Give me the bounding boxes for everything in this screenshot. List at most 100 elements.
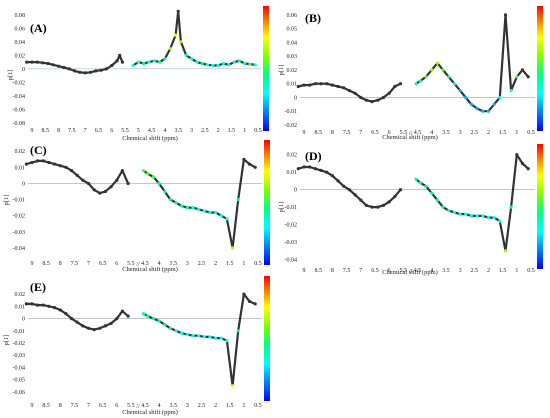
y-tick-label: -0.02 (285, 123, 298, 129)
data-point (503, 13, 508, 17)
data-point (475, 214, 479, 218)
x-tick-label: 6.5 (95, 128, 103, 134)
data-point (430, 191, 434, 195)
x-tick-label: 9 (303, 130, 306, 136)
x-tick-label: 0.5 (527, 130, 535, 136)
data-point (211, 63, 215, 68)
x-tick-label: 2 (214, 403, 217, 409)
x-tick-label: 3.5 (442, 268, 450, 274)
y-tick-label: 0.01 (287, 170, 298, 176)
data-point (308, 165, 312, 169)
data-point (88, 70, 93, 74)
y-tick-label: -0.02 (13, 214, 26, 220)
data-point (191, 206, 195, 210)
data-point (435, 198, 439, 202)
x-axis-label: Chemical shift (ppm) (382, 269, 438, 276)
data-point (475, 106, 479, 111)
data-point (72, 69, 77, 73)
x-tick-label: 6 (115, 261, 118, 267)
data-point (219, 214, 223, 218)
data-point (376, 205, 380, 209)
data-point (168, 326, 172, 330)
x-tick-label: 7 (84, 128, 87, 134)
data-point (180, 204, 184, 208)
data-point (342, 86, 346, 90)
data-point (115, 178, 119, 182)
data-point (174, 33, 178, 37)
data-point (492, 216, 496, 220)
x-tick-label: 1.5 (499, 130, 507, 136)
data-point (70, 169, 74, 173)
x-tick-label: 3 (186, 403, 189, 409)
data-point (174, 329, 178, 333)
y-axis-label: p[1] (3, 335, 10, 346)
x-tick-label: 3.5 (442, 130, 450, 136)
data-point (435, 61, 439, 65)
y-tick-label: 0.06 (15, 26, 26, 32)
data-point (120, 169, 124, 173)
data-point (515, 153, 519, 157)
data-point (330, 174, 334, 178)
data-point (424, 184, 428, 188)
data-point (225, 217, 229, 221)
data-point (221, 61, 225, 66)
data-point (163, 323, 167, 327)
x-tick-label: 8 (59, 403, 62, 409)
data-point (36, 159, 40, 163)
data-point (25, 60, 29, 64)
data-point (157, 181, 161, 186)
y-tick-label: -0.05 (13, 378, 26, 384)
data-point (370, 100, 374, 104)
data-point (520, 68, 525, 72)
x-tick-label: 9 (31, 261, 34, 267)
data-point (185, 332, 189, 336)
data-point (103, 324, 107, 328)
x-tick-label: 3 (186, 261, 189, 267)
x-tick-label: 9 (31, 128, 34, 134)
y-tick-label: -0.06 (13, 107, 26, 113)
x-tick-label: 7 (359, 268, 362, 274)
series-line (26, 159, 130, 195)
x-tick-label: 2.5 (201, 128, 209, 134)
data-point (184, 53, 188, 58)
y-tick-label: -0.03 (13, 230, 26, 236)
data-point (253, 63, 257, 67)
data-point (236, 198, 240, 202)
data-point (452, 210, 456, 214)
data-point (46, 61, 50, 66)
data-point (414, 82, 418, 86)
x-tick-label: 3 (459, 268, 462, 274)
data-point (120, 60, 124, 64)
x-tick-label: 3 (459, 130, 462, 136)
x-tick-label: 1 (242, 403, 245, 409)
y-tick-label: 0.06 (287, 13, 298, 19)
data-point (393, 195, 397, 199)
data-point (75, 173, 79, 177)
data-point (131, 63, 135, 68)
data-point (195, 60, 199, 64)
plot-area: 0.06 0.05 0.04 0.03 0.02 0.01 0 -0.01 -0.02 9 8.5 8… (285, 13, 535, 137)
data-point (24, 162, 28, 166)
x-tick-label: 7.5 (68, 128, 76, 134)
data-point (387, 91, 391, 95)
x-tick-label: 2 (214, 261, 217, 267)
panel-label: (E) (30, 280, 46, 294)
data-point (163, 57, 167, 61)
x-tick-label: 6 (110, 128, 113, 134)
data-point (86, 181, 91, 186)
colorbar (537, 144, 543, 269)
data-point (313, 167, 317, 171)
data-point (418, 79, 422, 83)
data-point (481, 109, 485, 113)
y-tick-label: 0.01 (15, 165, 26, 171)
x-tick-label: 4 (430, 130, 433, 136)
y-axis-label: p[1] (278, 202, 285, 213)
x-tick-label: 8 (59, 261, 62, 267)
data-point (313, 82, 317, 86)
x-tick-label: 3.5 (170, 261, 178, 267)
y-tick-label: 0.02 (15, 53, 26, 59)
x-tick-label: 5.5 (121, 128, 129, 134)
axis-break-marker: // (409, 131, 413, 137)
x-tick-label: 4 (158, 261, 161, 267)
